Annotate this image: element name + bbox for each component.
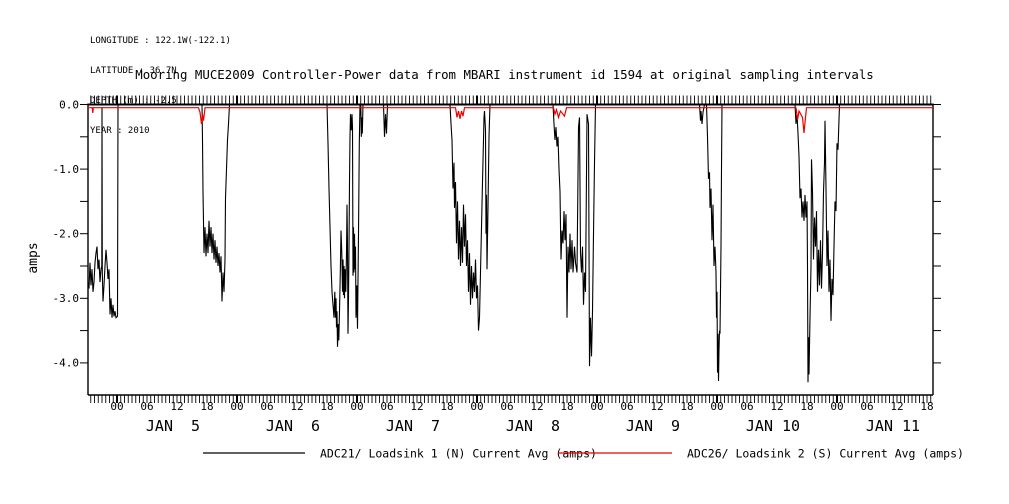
x-day-label: JAN 8 xyxy=(506,417,560,435)
x-hour-label: 06 xyxy=(620,400,633,413)
y-axis-label: amps xyxy=(26,242,41,273)
x-hour-label: 12 xyxy=(410,400,423,413)
legend-label-loadsink1: ADC21/ Loadsink 1 (N) Current Avg (amps) xyxy=(320,447,597,461)
chart-title: Mooring MUCE2009 Controller-Power data f… xyxy=(135,67,874,82)
x-hour-label: 12 xyxy=(170,400,183,413)
x-hour-label: 18 xyxy=(800,400,813,413)
x-hour-label: 18 xyxy=(560,400,573,413)
x-hour-label: 00 xyxy=(710,400,723,413)
series-loadsink1-line xyxy=(87,103,933,383)
y-tick-label: 0.0 xyxy=(59,98,79,111)
x-hour-label: 12 xyxy=(290,400,303,413)
x-hour-label: 06 xyxy=(860,400,873,413)
metadata-year: YEAR : 2010 xyxy=(90,126,150,136)
y-tick-label: -1.0 xyxy=(53,163,80,176)
y-tick-label: -2.0 xyxy=(53,228,80,241)
x-day-label: JAN 6 xyxy=(266,417,320,435)
y-tick-label: -4.0 xyxy=(53,357,80,370)
x-hour-label: 00 xyxy=(350,400,363,413)
x-hour-label: 00 xyxy=(590,400,603,413)
x-hour-label: 06 xyxy=(740,400,753,413)
x-hour-label: 00 xyxy=(230,400,243,413)
x-hour-label: 18 xyxy=(440,400,453,413)
x-hour-label: 00 xyxy=(110,400,123,413)
x-day-label: JAN 5 xyxy=(146,417,200,435)
x-hour-label: 06 xyxy=(500,400,513,413)
x-hour-label: 12 xyxy=(650,400,663,413)
x-hour-label: 12 xyxy=(770,400,783,413)
x-hour-label: 06 xyxy=(140,400,153,413)
x-hour-label: 18 xyxy=(320,400,333,413)
x-hour-label: 00 xyxy=(830,400,843,413)
x-day-label: JAN 11 xyxy=(866,417,920,435)
x-hour-label: 18 xyxy=(200,400,213,413)
metadata-longitude: LONGITUDE : 122.1W(-122.1) xyxy=(90,36,231,46)
x-hour-label: 12 xyxy=(890,400,903,413)
x-hour-label: 18 xyxy=(920,400,933,413)
x-hour-label: 12 xyxy=(530,400,543,413)
x-hour-label: 00 xyxy=(470,400,483,413)
x-day-label: JAN 9 xyxy=(626,417,680,435)
series-loadsink2-line xyxy=(88,107,933,133)
x-hour-label: 06 xyxy=(260,400,273,413)
x-day-label: JAN 10 xyxy=(746,417,800,435)
legend-label-loadsink2: ADC26/ Loadsink 2 (S) Current Avg (amps) xyxy=(687,447,964,461)
x-hour-label: 18 xyxy=(680,400,693,413)
x-day-label: JAN 7 xyxy=(386,417,440,435)
x-hour-label: 06 xyxy=(380,400,393,413)
metadata-latitude: LATITUDE : 36.7N xyxy=(90,66,177,76)
y-tick-label: -3.0 xyxy=(53,292,80,305)
